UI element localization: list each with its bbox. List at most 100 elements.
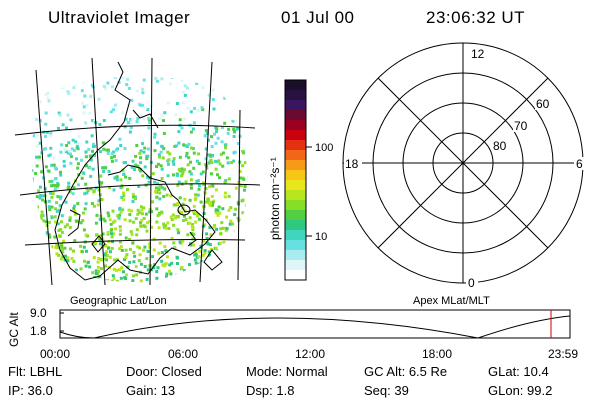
emission-pixel: [146, 154, 150, 158]
emission-pixel: [85, 104, 89, 107]
emission-pixel: [69, 152, 72, 156]
emission-pixel: [122, 172, 126, 176]
emission-pixel: [232, 135, 236, 138]
emission-pixel: [212, 225, 216, 229]
emission-pixel: [67, 91, 71, 95]
emission-pixel: [162, 147, 166, 151]
emission-pixel: [163, 187, 167, 191]
colorbar-cell: [285, 210, 306, 221]
emission-pixel: [197, 162, 201, 166]
emission-pixel: [57, 111, 61, 115]
emission-pixel: [59, 195, 63, 199]
emission-pixel: [107, 214, 111, 218]
emission-pixel: [146, 249, 150, 253]
emission-pixel: [76, 166, 80, 170]
emission-pixel: [132, 220, 136, 224]
emission-pixel: [53, 177, 57, 181]
emission-pixel: [172, 223, 176, 227]
emission-pixel: [147, 116, 151, 120]
emission-pixel: [231, 119, 235, 123]
emission-pixel: [60, 242, 64, 246]
emission-pixel: [172, 203, 176, 207]
emission-pixel: [136, 208, 140, 212]
emission-pixel: [172, 241, 176, 245]
emission-pixel: [34, 172, 38, 175]
emission-pixel: [58, 234, 62, 238]
emission-pixel: [158, 191, 162, 195]
emission-pixel: [196, 193, 200, 197]
emission-pixel: [161, 186, 165, 190]
emission-pixel: [89, 187, 93, 191]
colorbar: 100 10 photon cm⁻²s⁻¹: [268, 79, 333, 281]
colorbar-cell: [285, 200, 306, 211]
emission-pixel: [201, 170, 205, 174]
emission-pixel: [72, 207, 76, 210]
emission-pixel: [83, 207, 87, 211]
emission-pixel: [69, 118, 73, 122]
emission-pixel: [79, 221, 83, 225]
emission-pixel: [85, 140, 89, 144]
emission-pixel: [176, 256, 179, 260]
emission-pixel: [118, 207, 122, 211]
emission-pixel: [233, 213, 237, 216]
emission-pixel: [152, 266, 156, 270]
emission-pixel: [53, 215, 57, 219]
emission-pixel: [141, 174, 145, 178]
emission-pixel: [192, 151, 196, 155]
emission-pixel: [72, 186, 76, 190]
emission-pixel: [176, 183, 180, 187]
emission-pixel: [176, 214, 180, 218]
emission-pixel: [128, 176, 132, 180]
emission-pixel: [122, 191, 125, 195]
emission-pixel: [221, 226, 225, 230]
emission-pixel: [142, 206, 146, 210]
emission-pixel: [177, 130, 181, 134]
emission-pixel: [132, 274, 135, 278]
emission-pixel: [192, 204, 196, 208]
emission-pixel: [50, 195, 54, 199]
emission-pixel: [182, 219, 185, 222]
emission-pixel: [139, 115, 143, 119]
emission-pixel: [123, 125, 127, 129]
emission-pixel: [32, 134, 35, 138]
emission-pixel: [210, 135, 213, 139]
emission-pixel: [56, 222, 60, 226]
emission-pixel: [48, 208, 52, 212]
emission-pixel: [135, 120, 139, 124]
emission-pixel: [148, 210, 152, 214]
colorbar-cell: [285, 180, 306, 191]
emission-pixel: [83, 192, 87, 196]
emission-pixel: [180, 126, 184, 130]
emission-pixel: [42, 219, 46, 223]
emission-pixel: [143, 165, 147, 169]
emission-pixel: [104, 264, 108, 268]
emission-pixel: [208, 160, 212, 164]
emission-pixel: [135, 228, 139, 232]
emission-pixel: [59, 228, 63, 231]
emission-pixel: [189, 172, 193, 176]
emission-pixel: [199, 172, 203, 176]
emission-pixel: [122, 194, 126, 198]
emission-pixel: [124, 117, 128, 121]
emission-pixel: [138, 151, 142, 155]
emission-pixel: [242, 177, 246, 181]
emission-pixel: [99, 242, 102, 246]
emission-pixel: [189, 243, 193, 247]
emission-pixel: [132, 195, 136, 199]
emission-pixel: [224, 191, 227, 195]
emission-pixel: [155, 79, 159, 83]
emission-pixel: [56, 195, 60, 199]
emission-pixel: [187, 156, 191, 160]
emission-pixel: [106, 81, 110, 85]
emission-pixel: [131, 279, 135, 283]
colorbar-cell: [285, 150, 306, 161]
emission-pixel: [137, 185, 141, 188]
emission-pixel: [225, 227, 229, 231]
emission-pixel: [120, 248, 124, 252]
emission-pixel: [180, 174, 184, 178]
emission-pixel: [61, 255, 65, 259]
emission-pixel: [72, 259, 76, 263]
emission-pixel: [197, 187, 201, 191]
emission-pixel: [181, 290, 184, 293]
emission-pixel: [216, 209, 220, 213]
